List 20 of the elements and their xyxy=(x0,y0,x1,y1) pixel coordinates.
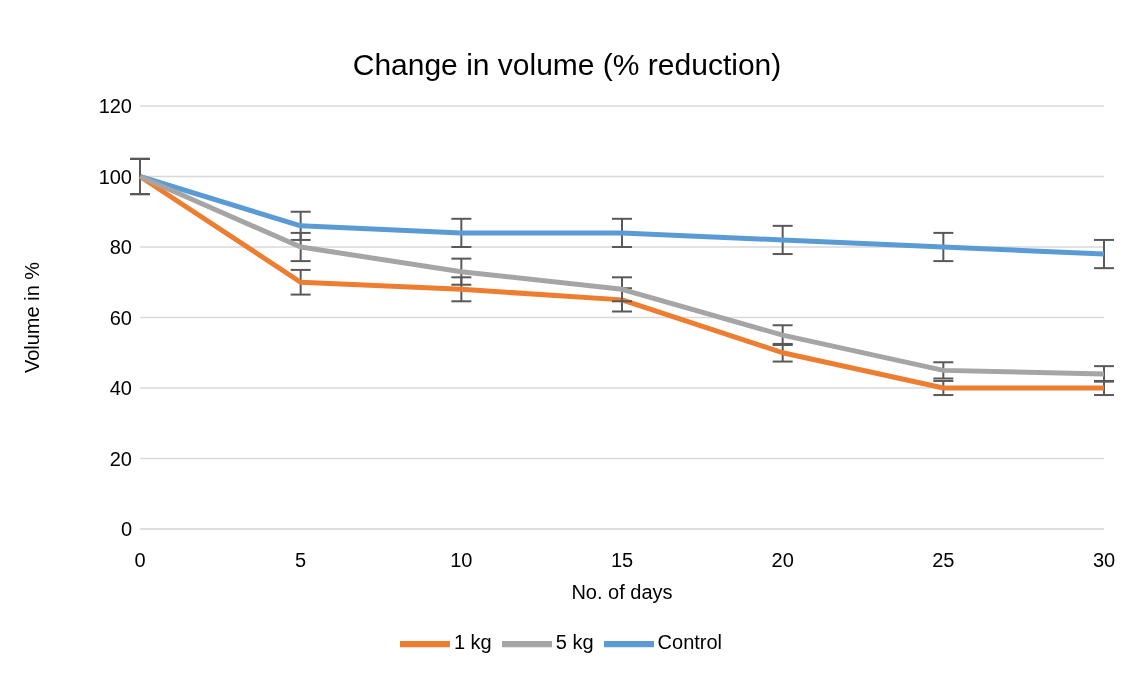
y-tick-label: 120 xyxy=(98,95,132,118)
legend-label: Control xyxy=(657,631,723,654)
x-axis-title: No. of days xyxy=(571,581,673,603)
x-tick-label: 30 xyxy=(1092,549,1116,572)
y-tick-label: 0 xyxy=(120,518,132,541)
y-tick-label: 100 xyxy=(98,165,132,188)
x-tick-label: 10 xyxy=(450,549,473,572)
y-tick-label: 80 xyxy=(109,236,132,259)
y-axis-title: Volume in % xyxy=(21,261,44,374)
legend-label: 5 kg xyxy=(555,631,594,654)
x-tick-label: 0 xyxy=(134,549,146,572)
y-tick-label: 20 xyxy=(109,447,132,470)
x-tick-label: 20 xyxy=(771,549,794,572)
x-tick-label: 15 xyxy=(610,549,634,572)
x-tick-label: 5 xyxy=(295,549,307,572)
x-tick-label: 25 xyxy=(932,549,955,572)
y-tick-label: 60 xyxy=(109,306,132,329)
chart-title: Change in volume (% reduction) xyxy=(351,48,783,82)
y-tick-label: 40 xyxy=(109,377,132,400)
legend-label: 1 kg xyxy=(453,631,492,654)
